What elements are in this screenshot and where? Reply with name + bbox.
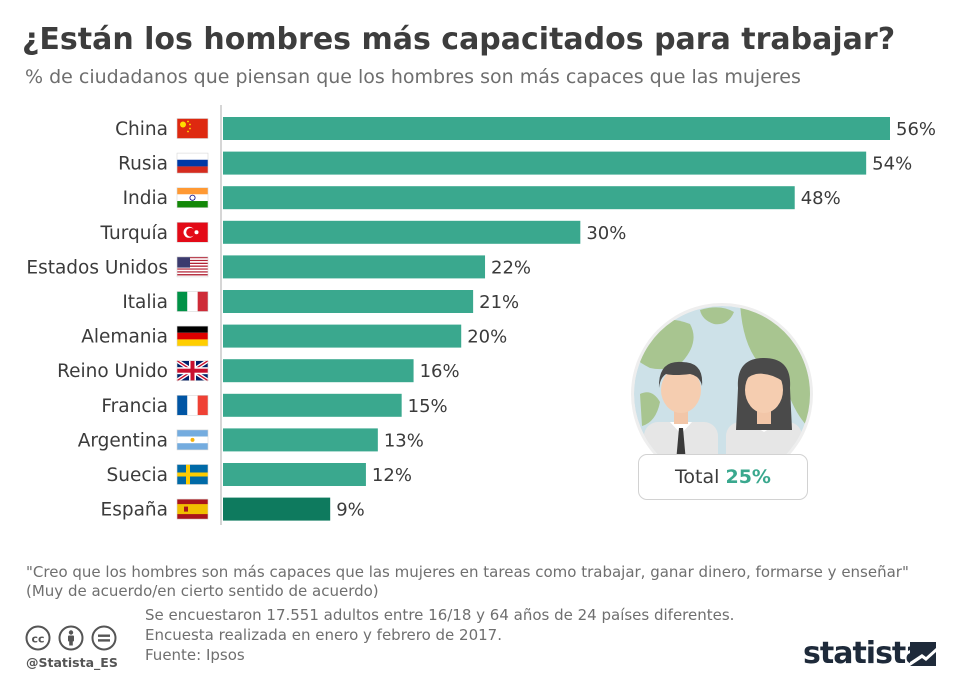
russia-flag-icon <box>176 152 209 174</box>
bar-estados-unidos <box>223 255 486 279</box>
country-label-francia: Francia <box>101 396 168 417</box>
statista-logo[interactable]: statista <box>803 636 926 671</box>
value-label-china: 56% <box>896 119 936 140</box>
survey-question-text: "Creo que los hombres son más capaces qu… <box>26 563 909 581</box>
country-label-argentina: Argentina <box>78 430 168 451</box>
argentina-flag-icon <box>176 429 209 451</box>
bar-francia <box>223 393 402 417</box>
germany-flag-icon <box>176 325 209 347</box>
turkey-flag-icon <box>176 222 209 243</box>
value-label-turquia: 30% <box>586 223 626 244</box>
date-note: Encuesta realizada en enero y febrero de… <box>145 626 502 644</box>
value-label-rusia: 54% <box>872 154 912 175</box>
country-label-reino-unido: Reino Unido <box>57 361 168 382</box>
value-label-espana: 9% <box>336 500 365 521</box>
bar-turquia <box>223 220 581 244</box>
methodology-notes: Se encuestaron 17.551 adultos entre 16/1… <box>145 605 734 665</box>
country-label-espana: España <box>101 500 168 521</box>
value-label-reino-unido: 16% <box>420 361 460 382</box>
license-icons: cc <box>25 625 117 651</box>
svg-text:cc: cc <box>31 633 44 646</box>
bar-italia <box>223 290 474 313</box>
total-label: Total <box>675 466 720 488</box>
chart-title: ¿Están los hombres más capacitados para … <box>22 22 896 57</box>
cc-icon: cc <box>25 625 51 651</box>
country-label-suecia: Suecia <box>107 465 169 486</box>
value-label-alemania: 20% <box>467 327 507 348</box>
country-label-china: China <box>115 119 168 140</box>
survey-question: "Creo que los hombres son más capaces qu… <box>26 563 909 601</box>
sample-note: Se encuestaron 17.551 adultos entre 16/1… <box>145 606 735 624</box>
value-label-argentina: 13% <box>384 430 424 451</box>
no-derivatives-icon <box>91 625 117 651</box>
usa-flag-icon <box>176 256 209 278</box>
bar-india <box>223 186 795 210</box>
bar-rusia <box>223 151 867 175</box>
bar-alemania <box>223 324 462 348</box>
social-handle: @Statista_ES <box>26 655 118 670</box>
country-label-india: India <box>123 188 168 209</box>
total-badge: Total 25% <box>638 454 808 500</box>
bar-chart: China 56% Rusia 54% India 48% Turquía 30% Estado… <box>26 105 936 525</box>
attribution-icon <box>58 625 84 651</box>
bar-reino-unido <box>223 359 414 383</box>
india-flag-icon <box>176 187 209 208</box>
uk-flag-icon <box>175 359 210 383</box>
china-flag-icon <box>176 118 209 139</box>
sweden-flag-icon <box>176 464 209 485</box>
bar-china <box>223 117 890 140</box>
country-label-estados-unidos: Estados Unidos <box>26 257 168 278</box>
chart-subtitle: % de ciudadanos que piensan que los homb… <box>25 66 801 88</box>
value-label-italia: 21% <box>479 292 519 313</box>
source-note: Fuente: Ipsos <box>145 646 245 664</box>
country-label-rusia: Rusia <box>118 154 168 175</box>
country-label-turquia: Turquía <box>100 223 168 244</box>
france-flag-icon <box>176 394 209 416</box>
value-label-suecia: 12% <box>372 465 412 486</box>
bar-argentina <box>223 428 378 452</box>
italy-flag-icon <box>176 291 209 312</box>
statista-logo-mark-icon <box>910 642 936 666</box>
total-value: 25% <box>725 466 771 488</box>
survey-question-scope: (Muy de acuerdo/en cierto sentido de acu… <box>26 582 379 600</box>
people-globe-illustration <box>631 303 813 485</box>
value-label-estados-unidos: 22% <box>491 257 531 278</box>
country-label-italia: Italia <box>122 292 168 313</box>
spain-flag-icon <box>176 498 209 520</box>
bar-suecia <box>223 463 366 486</box>
bar-espana <box>223 497 331 521</box>
value-label-india: 48% <box>801 188 841 209</box>
country-label-alemania: Alemania <box>81 327 168 348</box>
value-label-francia: 15% <box>408 396 448 417</box>
